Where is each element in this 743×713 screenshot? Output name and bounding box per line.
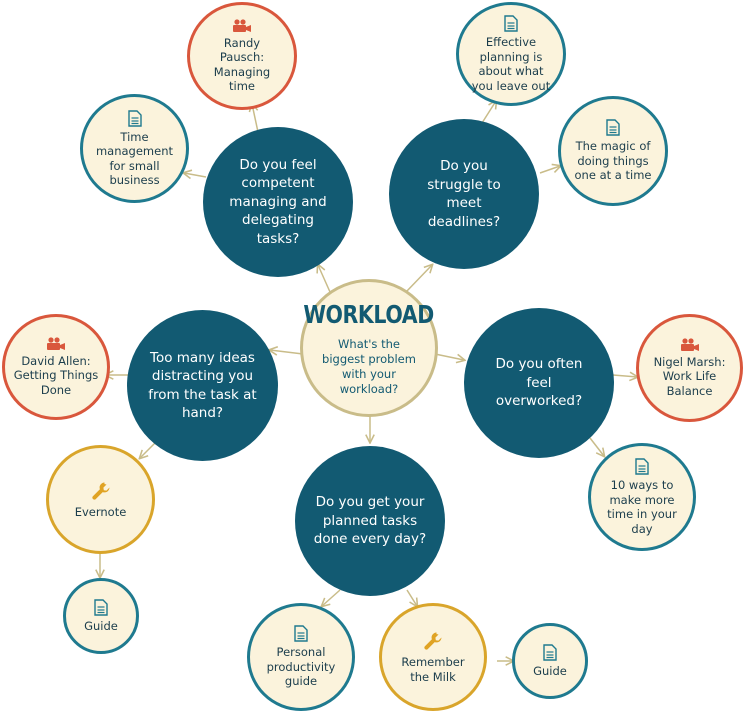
document-icon (635, 458, 649, 475)
resource-nigel-marsh[interactable]: Nigel Marsh: Work Life Balance (636, 314, 743, 422)
question-deadlines[interactable]: Do you struggle to meet deadlines? (389, 119, 539, 269)
link-deadlines-magic (539, 166, 560, 174)
resource-ten-ways[interactable]: 10 ways to make more time in your day (588, 443, 696, 551)
question-overworked[interactable]: Do you often feel overworked? (464, 308, 614, 458)
resource-magic-of-doing[interactable]: The magic of doing things one at a time (558, 96, 668, 206)
document-icon (543, 644, 557, 661)
resource-nigel-marsh-label: Nigel Marsh: Work Life Balance (653, 354, 726, 398)
link-center-managing (318, 265, 331, 293)
question-managing-label: Do you feel competent managing and deleg… (229, 156, 327, 247)
resource-personal-productivity-label: Personal productivity guide (266, 645, 336, 689)
wrench-icon (91, 482, 109, 500)
resource-time-management[interactable]: Time management for small business (80, 94, 189, 203)
resource-ten-ways-label: 10 ways to make more time in your day (607, 478, 677, 536)
resource-remember-milk-label: Remember the Milk (401, 655, 465, 684)
resource-milk-guide-label: Guide (533, 663, 567, 678)
resource-randy-pausch[interactable]: Randy Pausch: Managing time (187, 2, 297, 110)
link-overworked-tenways (589, 437, 604, 456)
center-subtitle: What's the biggest problem with your wor… (322, 336, 416, 396)
resource-milk-guide[interactable]: Guide (512, 623, 588, 699)
resource-remember-milk[interactable]: Remember the Milk (379, 603, 487, 711)
resource-evernote-guide-label: Guide (84, 618, 118, 633)
center-node: WORKLOAD What's the biggest problem with… (300, 279, 438, 417)
document-icon (94, 599, 108, 616)
resource-time-management-label: Time management for small business (95, 129, 174, 188)
resource-randy-pausch-label: Randy Pausch: Managing time (213, 35, 271, 94)
link-overworked-nigel (612, 375, 637, 377)
link-center-overworked (434, 353, 464, 360)
resource-evernote-guide[interactable]: Guide (63, 578, 139, 654)
resource-evernote[interactable]: Evernote (46, 445, 155, 554)
document-icon (606, 119, 620, 136)
question-managing[interactable]: Do you feel competent managing and deleg… (203, 127, 353, 277)
document-icon (127, 109, 142, 127)
link-center-ideas (270, 350, 304, 354)
document-icon (294, 625, 308, 642)
video-camera-icon (680, 338, 699, 351)
link-deadlines-effective (481, 101, 496, 124)
video-camera-icon (233, 18, 251, 32)
resource-david-allen-label: David Allen: Getting Things Done (13, 353, 99, 397)
resource-magic-of-doing-label: The magic of doing things one at a time (574, 139, 652, 183)
question-planned[interactable]: Do you get your planned tasks done every… (295, 446, 445, 596)
resource-effective-planning-label: Effective planning is about what you lea… (471, 35, 551, 93)
resource-david-allen[interactable]: David Allen: Getting Things Done (2, 314, 110, 420)
video-camera-icon (47, 337, 65, 350)
wrench-icon (424, 632, 442, 650)
question-deadlines-label: Do you struggle to meet deadlines? (427, 158, 501, 230)
question-planned-label: Do you get your planned tasks done every… (313, 494, 427, 548)
document-icon (504, 15, 518, 32)
resource-effective-planning[interactable]: Effective planning is about what you lea… (456, 2, 566, 106)
center-title: WORKLOAD (303, 299, 435, 329)
question-ideas[interactable]: Too many ideas distracting you from the … (127, 310, 278, 461)
link-managing-time (184, 173, 207, 177)
question-overworked-label: Do you often feel overworked? (495, 356, 583, 410)
link-planned-personal (322, 589, 341, 606)
question-ideas-label: Too many ideas distracting you from the … (148, 349, 257, 422)
resource-evernote-label: Evernote (74, 504, 127, 519)
link-center-deadlines (405, 265, 432, 293)
resource-personal-productivity[interactable]: Personal productivity guide (247, 603, 355, 711)
link-planned-milk (406, 589, 417, 606)
